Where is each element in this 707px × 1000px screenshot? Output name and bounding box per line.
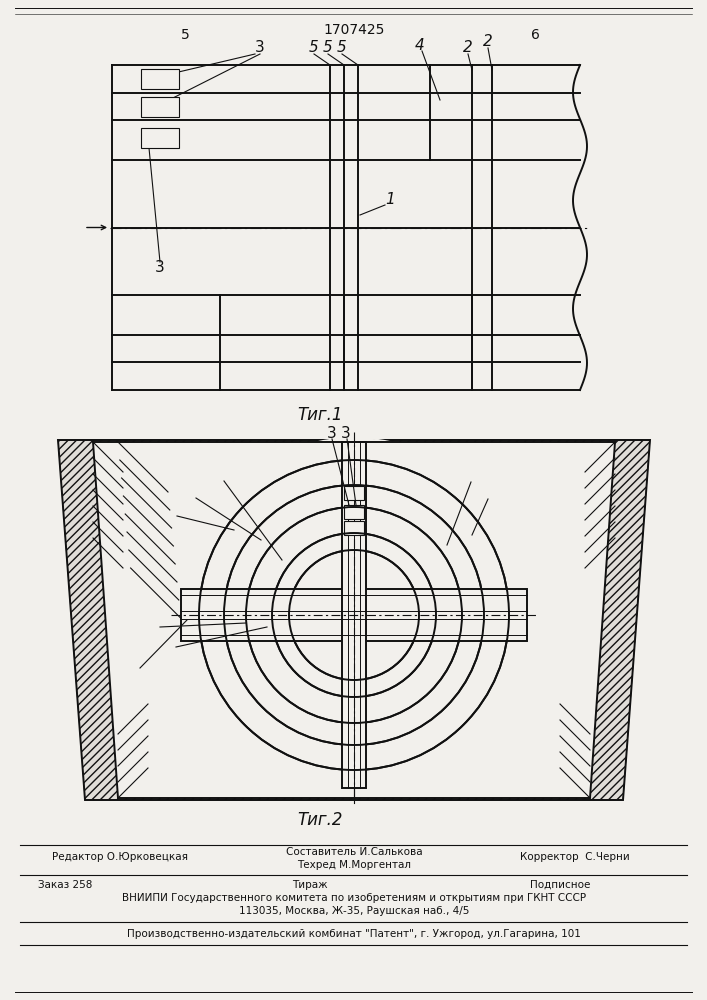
Text: Составитель И.Салькова: Составитель И.Салькова bbox=[286, 847, 422, 857]
Bar bbox=[344, 521, 364, 535]
Bar bbox=[141, 97, 179, 117]
Bar bbox=[141, 128, 179, 148]
Text: 4: 4 bbox=[415, 37, 425, 52]
Text: 1707425: 1707425 bbox=[323, 23, 385, 37]
Text: 2: 2 bbox=[463, 40, 473, 55]
Text: ВНИИПИ Государственного комитета по изобретениям и открытиям при ГКНТ СССР: ВНИИПИ Государственного комитета по изоб… bbox=[122, 893, 586, 903]
Text: 5: 5 bbox=[163, 638, 173, 652]
Text: Тираж: Тираж bbox=[292, 880, 328, 890]
Text: 6: 6 bbox=[530, 28, 539, 42]
Text: Τиг.1: Τиг.1 bbox=[297, 406, 343, 424]
Bar bbox=[141, 69, 179, 89]
Text: 4: 4 bbox=[491, 488, 501, 504]
Text: Редактор О.Юрковецкая: Редактор О.Юрковецкая bbox=[52, 852, 188, 862]
Text: 5: 5 bbox=[323, 40, 333, 55]
Text: Производственно-издательский комбинат "Патент", г. Ужгород, ул.Гагарина, 101: Производственно-издательский комбинат "П… bbox=[127, 929, 581, 939]
Text: Τиг.2: Τиг.2 bbox=[297, 811, 343, 829]
Text: 3: 3 bbox=[341, 426, 351, 440]
Text: 3: 3 bbox=[155, 260, 165, 275]
Text: 1: 1 bbox=[214, 468, 223, 484]
Text: 113035, Москва, Ж-35, Раушская наб., 4/5: 113035, Москва, Ж-35, Раушская наб., 4/5 bbox=[239, 906, 469, 916]
Text: 3: 3 bbox=[255, 40, 265, 55]
Bar bbox=[344, 486, 364, 500]
Text: 5: 5 bbox=[145, 617, 155, 633]
Text: Подписное: Подписное bbox=[530, 880, 590, 890]
Text: 2: 2 bbox=[165, 506, 175, 520]
Bar bbox=[342, 442, 366, 788]
Text: 2: 2 bbox=[483, 34, 493, 49]
Text: 2: 2 bbox=[183, 488, 193, 502]
Circle shape bbox=[177, 438, 531, 792]
Text: 5: 5 bbox=[309, 40, 319, 55]
Text: 4: 4 bbox=[473, 471, 483, 486]
Polygon shape bbox=[58, 440, 650, 800]
Polygon shape bbox=[93, 442, 615, 798]
Bar bbox=[344, 505, 364, 519]
Bar bbox=[181, 589, 527, 641]
Text: 5: 5 bbox=[123, 660, 133, 676]
Text: Заказ 258: Заказ 258 bbox=[37, 880, 92, 890]
Text: 5: 5 bbox=[337, 40, 347, 55]
Text: 1: 1 bbox=[385, 192, 395, 208]
Text: 5: 5 bbox=[180, 28, 189, 42]
Text: Корректор  С.Черни: Корректор С.Черни bbox=[520, 852, 630, 862]
Text: Техред М.Моргентал: Техред М.Моргентал bbox=[297, 860, 411, 870]
Text: 3: 3 bbox=[327, 426, 337, 440]
